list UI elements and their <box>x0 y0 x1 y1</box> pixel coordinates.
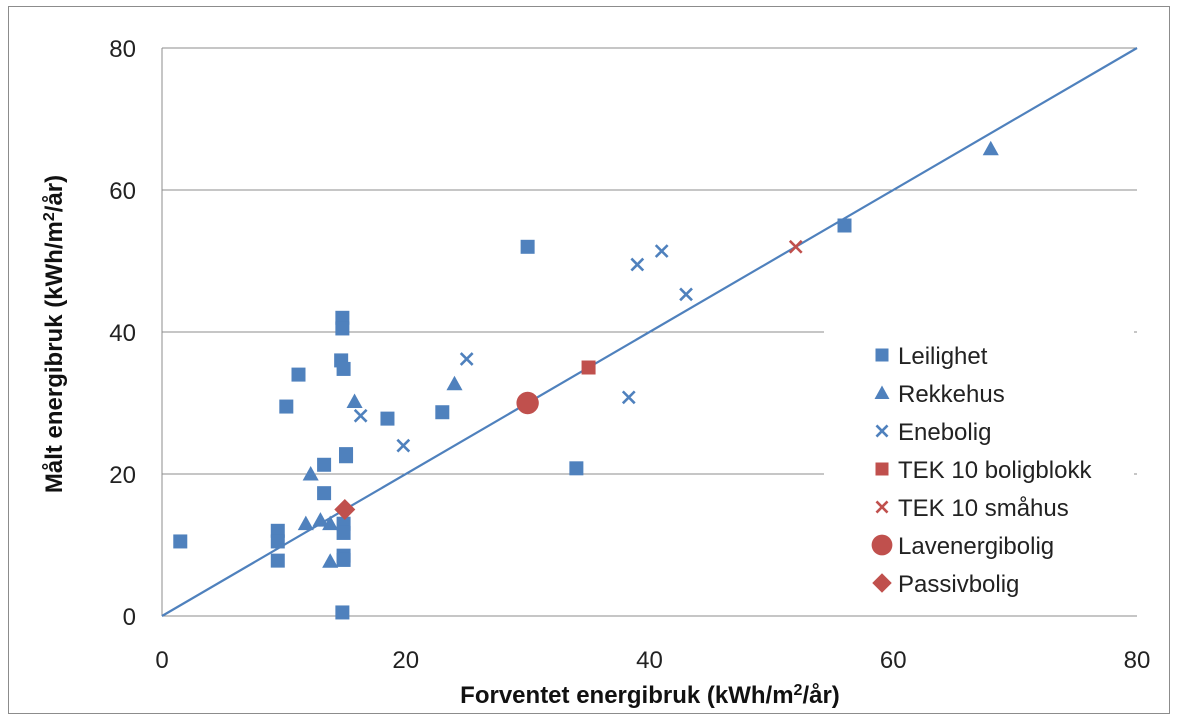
x-tick-labels: 0 20 40 60 80 <box>155 647 1150 674</box>
legend-marker-tek-10-sm-hus-stroke-b <box>875 500 889 514</box>
point-enebolig-stroke-b <box>459 352 474 366</box>
x-tick-label: 0 <box>155 647 168 674</box>
point-enebolig-stroke-b <box>621 390 636 405</box>
point-enebolig <box>459 352 474 366</box>
legend-marker-lavenergibolig <box>871 534 893 556</box>
point-enebolig-stroke-b <box>654 244 669 258</box>
point-leilighet <box>270 523 285 538</box>
legend-marker-rekkehus <box>874 385 890 399</box>
point-leilighet <box>173 534 188 549</box>
y-tick-label: 0 <box>123 604 136 631</box>
point-leilighet <box>317 486 332 501</box>
point-tek-10-boligblokk <box>581 360 596 375</box>
point-enebolig <box>679 287 693 302</box>
point-enebolig <box>630 257 645 272</box>
legend-marker-passivbolig <box>872 573 892 593</box>
point-enebolig-stroke-b <box>679 287 693 302</box>
legend-label-rekkehus: Rekkehus <box>898 381 1005 408</box>
legend-label-enebolig: Enebolig <box>898 419 991 446</box>
x-axis-title: Forventet energibruk (kWh/m2/år) <box>460 682 840 710</box>
point-leilighet <box>339 447 354 462</box>
point-leilighet <box>837 218 852 233</box>
y-tick-label: 20 <box>109 462 136 489</box>
point-leilighet <box>291 367 306 382</box>
point-leilighet <box>335 605 350 620</box>
y-tick-labels: 0 20 40 60 80 <box>109 36 136 631</box>
legend-label-leilighet: Leilighet <box>898 343 988 370</box>
y-axis-title: Målt energibruk (kWh/m2/år) <box>41 175 69 493</box>
point-leilighet <box>270 534 285 549</box>
legend-label-tek-10-boligblokk: TEK 10 boligblokk <box>898 457 1092 484</box>
point-rekkehus <box>346 393 363 409</box>
point-tek-10-sm-hus-stroke-b <box>788 239 803 254</box>
point-tek-10-sm-hus <box>788 239 803 254</box>
x-tick-label: 80 <box>1124 647 1151 674</box>
point-rekkehus <box>297 515 314 531</box>
point-lavenergibolig <box>516 391 539 415</box>
point-leilighet <box>317 457 332 472</box>
legend-marker-leilighet <box>875 348 889 362</box>
legend-marker-enebolig-stroke-b <box>875 424 889 438</box>
y-tick-label: 60 <box>109 178 136 205</box>
point-leilighet <box>336 361 351 376</box>
point-leilighet <box>435 405 450 420</box>
point-enebolig-stroke-b <box>630 257 645 272</box>
legend-label-tek-10-sm-hus: TEK 10 småhus <box>898 495 1069 522</box>
point-leilighet <box>335 310 350 325</box>
point-enebolig <box>621 390 636 405</box>
point-leilighet <box>520 239 535 254</box>
point-rekkehus <box>312 512 329 527</box>
legend: Leilighet Rekkehus Enebolig TEK 10 boligblo… <box>824 316 1134 598</box>
point-rekkehus <box>302 465 319 481</box>
point-leilighet <box>380 411 395 426</box>
point-rekkehus <box>322 515 339 531</box>
point-leilighet <box>335 321 350 336</box>
point-enebolig <box>353 408 368 423</box>
axes <box>161 48 1137 617</box>
point-leilighet <box>279 399 294 414</box>
legend-label-passivbolig: Passivbolig <box>898 571 1019 598</box>
data-points <box>173 140 999 620</box>
point-leilighet <box>336 525 351 540</box>
legend-marker-enebolig <box>875 424 889 438</box>
point-rekkehus <box>446 375 463 391</box>
legend-label-lavenergibolig: Lavenergibolig <box>898 533 1054 560</box>
point-leilighet <box>336 552 351 567</box>
point-leilighet <box>569 461 584 476</box>
legend-marker-tek-10-sm-hus <box>875 500 889 514</box>
y-tick-label: 80 <box>109 36 136 63</box>
legend-marker-tek-10-boligblokk <box>875 462 889 476</box>
point-enebolig-stroke-b <box>353 408 368 423</box>
x-tick-label: 40 <box>636 647 663 674</box>
y-tick-label: 40 <box>109 320 136 347</box>
point-enebolig-stroke-b <box>396 438 411 453</box>
point-rekkehus <box>322 553 339 568</box>
x-tick-label: 60 <box>880 647 907 674</box>
point-leilighet <box>270 553 285 568</box>
point-enebolig <box>654 244 669 258</box>
point-rekkehus <box>982 140 999 156</box>
point-passivbolig <box>334 499 356 520</box>
x-tick-label: 20 <box>392 647 419 674</box>
point-enebolig <box>396 438 411 453</box>
